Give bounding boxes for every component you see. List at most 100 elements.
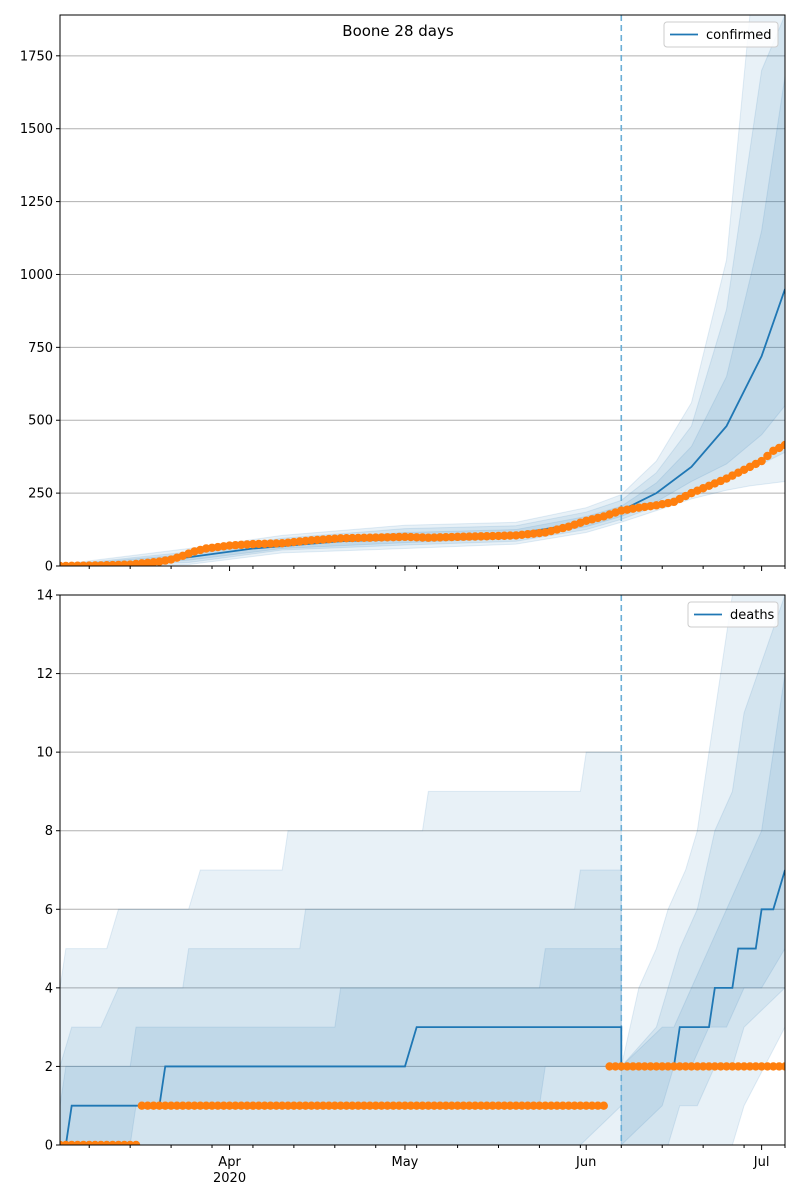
- observed-point: [698, 1062, 708, 1071]
- observed-point: [663, 1062, 673, 1071]
- y-tick-label: 14: [36, 589, 53, 604]
- observed-point: [131, 1140, 141, 1145]
- y-tick-label: 10: [36, 746, 53, 761]
- observed-point: [658, 1062, 667, 1071]
- y-tick-label: 1750: [20, 49, 53, 64]
- observed-point: [716, 1062, 725, 1071]
- observed-point: [476, 1101, 486, 1110]
- observed-point: [289, 1101, 299, 1110]
- observed-point: [687, 1062, 696, 1071]
- observed-point: [640, 1062, 649, 1071]
- observed-point: [494, 531, 503, 541]
- y-tick-label: 1000: [20, 268, 53, 283]
- axes-frame: [59, 14, 786, 567]
- x-tick-label: May: [392, 1155, 419, 1170]
- observed-point: [418, 1101, 427, 1110]
- observed-point: [383, 533, 392, 542]
- observed-point: [254, 539, 263, 549]
- y-tick-label: 250: [28, 487, 53, 502]
- observed-point: [336, 534, 345, 543]
- y-tick-label: 500: [28, 414, 53, 429]
- observed-point: [155, 1101, 164, 1110]
- observed-point: [470, 1101, 480, 1110]
- observed-point: [324, 1101, 334, 1110]
- observed-point: [161, 1101, 170, 1110]
- observed-point: [266, 539, 275, 548]
- y-tick-label: 12: [36, 667, 53, 682]
- y-tick-label: 0: [45, 560, 53, 575]
- x-tick-label: Jul: [753, 1155, 770, 1170]
- legend-box: [687, 601, 779, 628]
- observed-point: [260, 539, 269, 548]
- observed-point: [529, 1101, 538, 1110]
- observed-point: [342, 1101, 351, 1110]
- observed-point: [313, 1101, 322, 1110]
- y-tick-label: 750: [28, 341, 53, 356]
- observed-point: [757, 456, 766, 466]
- observed-point: [734, 1062, 743, 1071]
- observed-point: [675, 1062, 684, 1071]
- observed-point: [272, 1101, 281, 1110]
- y-tick-label: 6: [45, 903, 53, 918]
- observed-point: [751, 1062, 760, 1071]
- observed-point: [722, 1062, 731, 1071]
- observed-point: [219, 1101, 228, 1110]
- observed-point: [517, 1101, 527, 1110]
- observed-point: [429, 533, 439, 542]
- y-tick-label: 2: [45, 1060, 53, 1075]
- observed-point: [377, 533, 386, 542]
- observed-point: [266, 1101, 275, 1110]
- observed-point: [283, 1101, 293, 1110]
- legend: deaths: [687, 601, 779, 628]
- confirmed-panel: 0 250 500 750 1000 1250 1500 1750 confirmed: [20, 14, 786, 575]
- observed-point: [570, 1101, 579, 1110]
- observed-point: [394, 1101, 404, 1110]
- y-tick-label: 4: [45, 981, 53, 996]
- observed-point: [371, 533, 380, 542]
- observed-point: [143, 1101, 152, 1110]
- observed-point: [365, 533, 375, 542]
- observed-point: [242, 1101, 252, 1110]
- observed-point: [196, 1101, 205, 1110]
- observed-point: [248, 539, 258, 549]
- observed-point: [506, 1101, 515, 1110]
- observed-point: [488, 1101, 497, 1110]
- observed-point: [172, 1101, 182, 1110]
- observed-point: [190, 1101, 199, 1110]
- observed-point: [377, 1101, 386, 1110]
- figure-title: Boone 28 days: [342, 22, 454, 40]
- x-tick-label: Jun: [575, 1155, 596, 1170]
- observed-point: [780, 1062, 785, 1071]
- observed-point: [348, 1101, 357, 1110]
- observed-point: [622, 1062, 632, 1071]
- observed-point: [535, 1101, 544, 1110]
- observed-point: [359, 1101, 369, 1110]
- observed-point: [541, 1101, 550, 1110]
- observed-point: [763, 451, 772, 461]
- observed-point: [207, 1101, 217, 1110]
- observed-point: [599, 1101, 608, 1110]
- observed-point: [453, 532, 462, 542]
- observed-point: [552, 1101, 562, 1110]
- legend: confirmed: [663, 21, 779, 48]
- observed-point: [634, 1062, 644, 1071]
- observed-point: [576, 1101, 585, 1110]
- observed-point: [336, 1101, 345, 1110]
- uncertainty-band-2: [60, 15, 785, 566]
- observed-point: [383, 1101, 392, 1110]
- observed-point: [295, 1101, 304, 1110]
- observed-point: [260, 1101, 269, 1110]
- observed-point: [704, 1062, 714, 1071]
- observed-point: [254, 1101, 263, 1110]
- observed-point: [453, 1101, 462, 1110]
- observed-point: [389, 532, 398, 542]
- observed-point: [769, 1062, 778, 1071]
- observed-point: [681, 1062, 690, 1071]
- uncertainty-band-1: [60, 15, 785, 566]
- y-tick-label: 0: [45, 1139, 53, 1154]
- observed-point: [488, 531, 497, 541]
- observed-point: [745, 1062, 755, 1071]
- axes-frame: [59, 594, 786, 1146]
- observed-point: [482, 532, 492, 541]
